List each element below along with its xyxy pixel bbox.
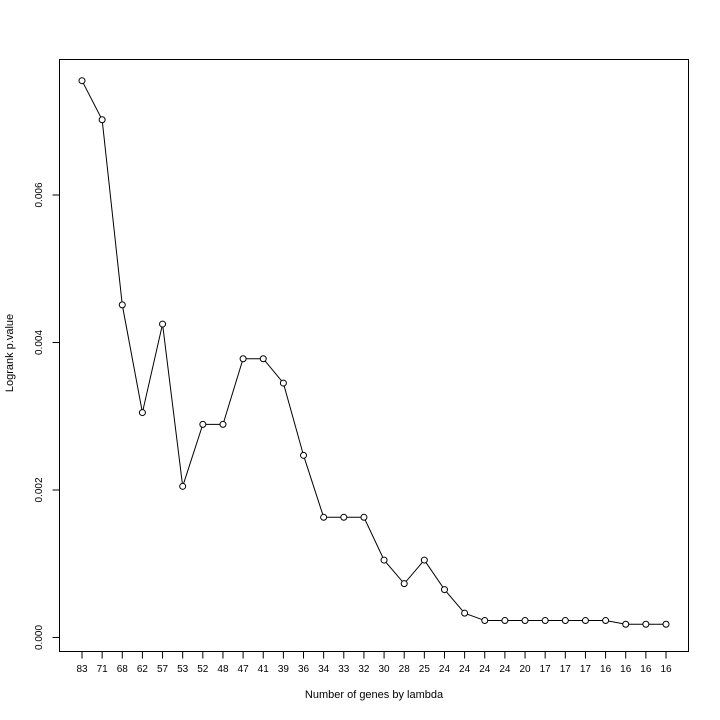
x-tick-label: 24 <box>479 664 491 675</box>
x-axis: 83 71 68 62 57 53 52 48 47 41 39 36 34 33 32 30 28 25 24 24… <box>76 651 672 675</box>
y-tick-label: 0.002 <box>34 477 45 502</box>
data-point <box>360 513 368 521</box>
x-tick-label: 48 <box>217 664 229 675</box>
x-tick-label: 16 <box>660 664 672 675</box>
data-point <box>420 556 428 564</box>
x-tick-label: 17 <box>540 664 552 675</box>
x-tick-label: 24 <box>459 664 471 675</box>
x-tick-label: 34 <box>318 664 330 675</box>
data-point <box>541 617 549 625</box>
data-point <box>642 620 650 628</box>
data-point <box>501 617 509 625</box>
data-point <box>521 617 529 625</box>
x-tick-label: 30 <box>379 664 391 675</box>
data-point <box>380 556 388 564</box>
data-point <box>461 609 469 617</box>
data-point <box>481 617 489 625</box>
x-tick-label: 83 <box>76 664 88 675</box>
x-tick-label: 47 <box>238 664 250 675</box>
x-tick-label: 36 <box>298 664 310 675</box>
x-tick-label: 52 <box>197 664 209 675</box>
data-point <box>581 617 589 625</box>
x-tick-label: 39 <box>278 664 290 675</box>
x-tick-label: 16 <box>640 664 652 675</box>
data-point <box>440 586 448 594</box>
x-axis-title: Number of genes by lambda <box>305 689 444 701</box>
x-tick-label: 32 <box>358 664 370 675</box>
y-tick-label: 0.000 <box>34 625 45 650</box>
data-point <box>239 355 247 363</box>
y-axis-title: Logrank p.value <box>4 314 16 392</box>
data-point <box>300 451 308 459</box>
data-point <box>98 116 106 124</box>
x-tick-label: 68 <box>117 664 129 675</box>
x-tick-label: 16 <box>600 664 612 675</box>
data-point <box>662 620 670 628</box>
x-tick-label: 25 <box>419 664 431 675</box>
y-tick-label: 0.006 <box>34 182 45 207</box>
x-tick-label: 33 <box>338 664 350 675</box>
data-point <box>279 379 287 387</box>
x-tick-label: 28 <box>399 664 411 675</box>
data-point <box>602 617 610 625</box>
y-axis: 0.000 0.002 0.004 0.006 <box>34 182 60 650</box>
x-tick-label: 20 <box>519 664 531 675</box>
x-tick-label: 24 <box>439 664 451 675</box>
x-tick-label: 17 <box>560 664 572 675</box>
y-tick-label: 0.004 <box>34 330 45 355</box>
data-point <box>622 620 630 628</box>
data-point <box>340 513 348 521</box>
x-tick-label: 53 <box>177 664 189 675</box>
x-tick-label: 17 <box>580 664 592 675</box>
data-point <box>259 355 267 363</box>
data-point <box>320 513 328 521</box>
x-tick-label: 57 <box>157 664 169 675</box>
data-point <box>78 77 86 85</box>
data-point <box>199 420 207 428</box>
data-point <box>219 420 227 428</box>
data-point <box>400 580 408 588</box>
data-point <box>138 409 146 417</box>
x-tick-label: 71 <box>97 664 109 675</box>
x-tick-label: 24 <box>499 664 511 675</box>
x-tick-label: 62 <box>137 664 149 675</box>
data-point <box>118 301 126 309</box>
x-tick-label: 41 <box>258 664 270 675</box>
x-tick-label: 16 <box>620 664 632 675</box>
data-point <box>561 617 569 625</box>
data-point <box>179 482 187 490</box>
data-points <box>78 77 670 628</box>
data-point <box>159 320 167 328</box>
